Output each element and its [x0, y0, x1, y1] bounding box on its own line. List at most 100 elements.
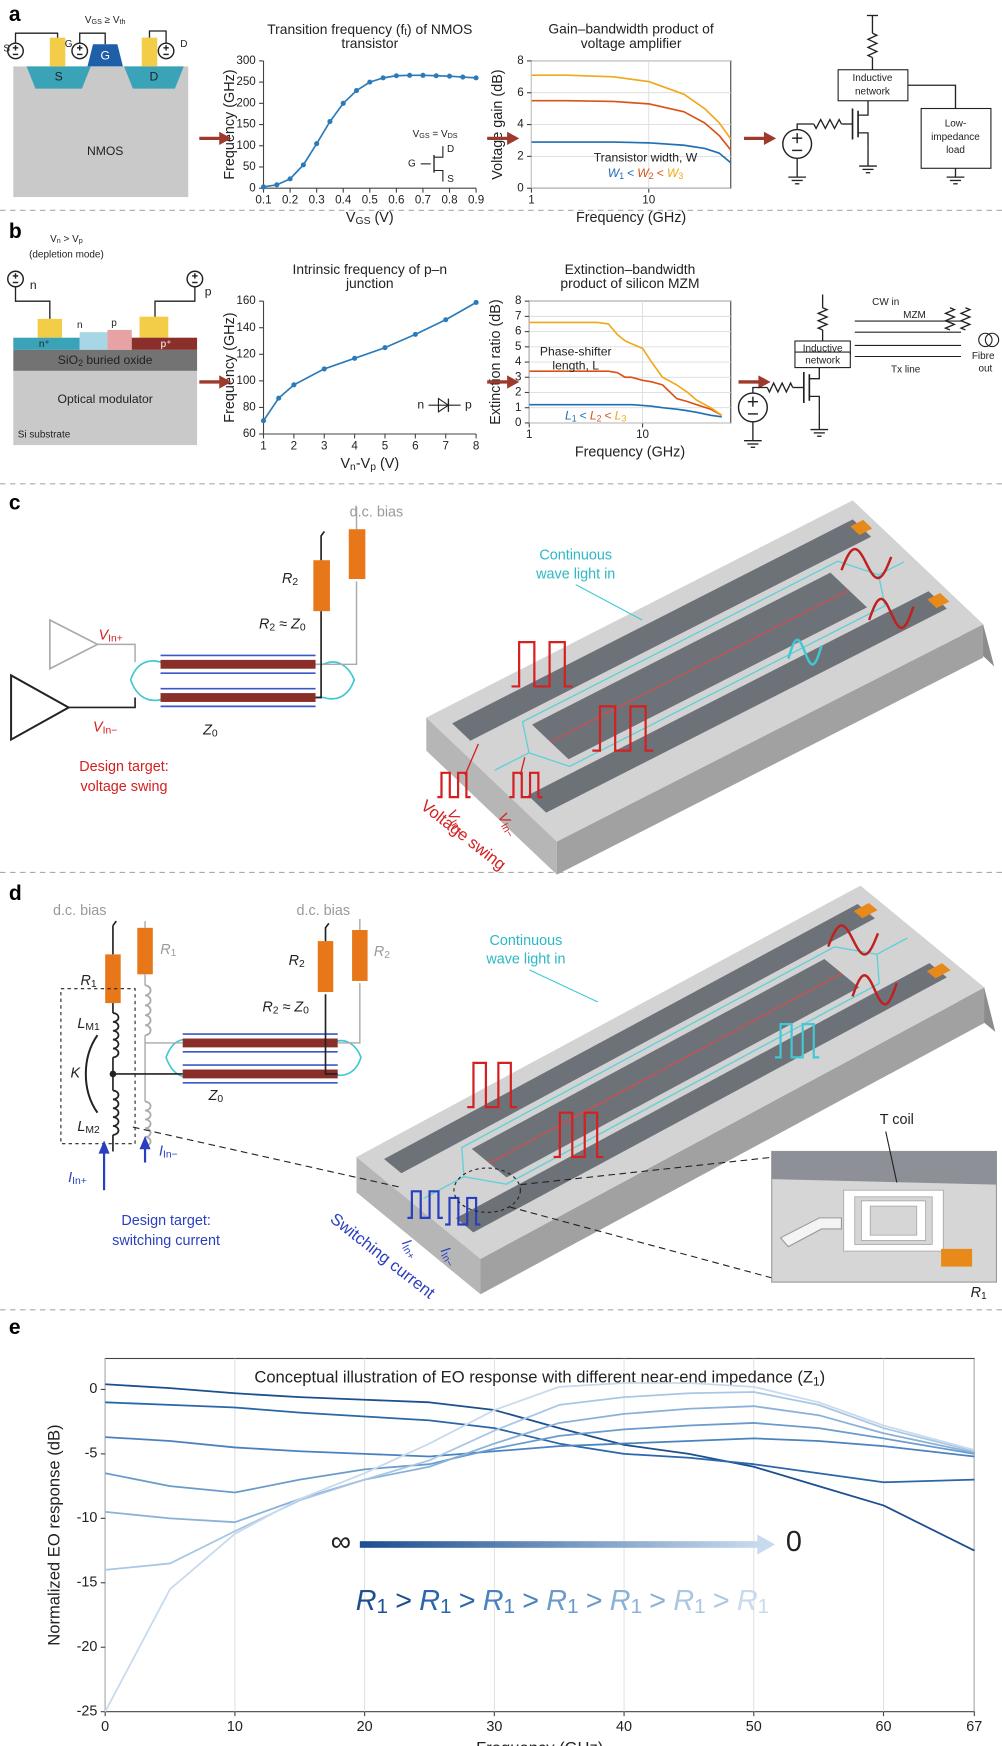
legend-entry: L3 [615, 409, 627, 424]
text-part: GS [92, 18, 103, 26]
text-part: 1 [567, 1595, 579, 1618]
y-tick-label: 160 [236, 294, 255, 307]
x-axis-label: Frequency (GHz) [476, 1739, 603, 1746]
data-point [288, 176, 293, 181]
y-tick-label: 4 [517, 118, 524, 131]
y-tick-label: 0 [249, 181, 255, 194]
data-line [105, 1423, 974, 1493]
doping-label: p⁺ [161, 339, 172, 350]
annotation: n [417, 397, 424, 411]
contact [50, 38, 66, 67]
x-tick-label: 1 [528, 193, 534, 206]
terminal-label: D [180, 39, 187, 50]
resistor [961, 308, 970, 330]
text-part: = V [430, 129, 448, 140]
data-point [276, 396, 281, 401]
inset-symbol [434, 171, 443, 182]
inset-symbol [434, 146, 443, 157]
label: Z0 [208, 1088, 224, 1105]
data-point [460, 74, 465, 79]
contact [140, 317, 169, 338]
amplifier [50, 620, 98, 669]
text-part: GS [419, 132, 430, 140]
label: IIn− [159, 1143, 178, 1160]
layer-label: SiO2 buried oxide [58, 353, 153, 368]
y-tick-label: -15 [77, 1575, 98, 1591]
text-part: L [77, 1119, 85, 1135]
text-part: ≈ Z [279, 999, 305, 1015]
y-axis-label: Voltage gain (dB) [490, 69, 506, 179]
text-part: R [737, 1585, 758, 1617]
wire [155, 287, 195, 319]
y-tick-label: 5 [515, 340, 521, 353]
wire [97, 644, 135, 662]
legend-entry: R1 [483, 1585, 515, 1619]
y-tick-label: 200 [236, 96, 255, 109]
text-part: L [615, 409, 622, 423]
wire [316, 611, 322, 697]
y-axis-label: Frequency (GHz) [222, 69, 238, 179]
layer-label: Optical modulator [58, 392, 153, 406]
device-label: NMOS [87, 144, 123, 158]
data-point [443, 317, 448, 322]
text-part: SiO [58, 353, 78, 367]
inset-electrode [772, 1151, 997, 1184]
text-part: 0 [217, 1094, 223, 1105]
label: R1 [160, 942, 176, 959]
text-part: In+ [72, 1176, 87, 1187]
resistor [818, 308, 827, 330]
text-part: V [340, 456, 350, 472]
chart-title: Conceptual illustration of EO response w… [254, 1368, 825, 1388]
x-tick-label: 1 [260, 439, 266, 452]
data-point [382, 345, 387, 350]
x-tick-label: 30 [486, 1719, 502, 1735]
x-axis-label: Frequency (GHz) [575, 445, 685, 461]
label: LM2 [77, 1119, 100, 1136]
text-part: R [546, 1585, 567, 1617]
data-point [420, 73, 425, 78]
text-part: V [346, 210, 356, 226]
data-point [322, 366, 327, 371]
y-tick-label: 8 [515, 294, 521, 307]
y-axis-label: Extinction ratio (dB) [488, 299, 504, 424]
y-tick-label: 120 [236, 347, 255, 360]
flow-arrow-head [764, 132, 776, 145]
terminal-label: n [30, 278, 37, 292]
leader [576, 585, 642, 620]
legend: R1>R1>R1>R1>R1>R1>R1 [356, 1585, 769, 1619]
legend-separator: < [580, 409, 587, 423]
resistor [868, 33, 877, 57]
legend-separator: > [713, 1585, 730, 1617]
text-part: M1 [85, 1022, 100, 1033]
region-label: S [55, 70, 63, 84]
label: Continuous [539, 548, 612, 564]
label: R2 ≈ Z0 [259, 616, 306, 633]
resistor [946, 308, 955, 330]
gradient-arrow-head [757, 1535, 775, 1555]
text-part: In− [163, 1149, 178, 1160]
y-axis-label: Normalized EO response (dB) [45, 1424, 64, 1645]
chart-title: junction [345, 275, 394, 291]
wire [908, 85, 956, 108]
label: IIn+ [68, 1170, 87, 1187]
transistor [858, 133, 868, 149]
data-point [261, 418, 266, 423]
annotation: 0 [786, 1526, 802, 1558]
box-label: network [855, 87, 890, 98]
label: Design target: [79, 759, 169, 775]
box-label: load [946, 145, 965, 156]
label: T coil [880, 1112, 914, 1128]
x-tick-label: 8 [473, 439, 479, 452]
y-tick-label: 300 [236, 54, 255, 67]
label: R1 [81, 973, 97, 990]
label: LM1 [77, 1016, 100, 1033]
legend-separator: > [522, 1585, 539, 1617]
label: wave light in [535, 566, 615, 582]
data-point [301, 162, 306, 167]
panel-label: a [9, 3, 21, 26]
panel-label: c [9, 491, 21, 514]
label: VIn− [93, 719, 117, 736]
legend-entry: R1 [546, 1585, 578, 1619]
data-point [394, 73, 399, 78]
